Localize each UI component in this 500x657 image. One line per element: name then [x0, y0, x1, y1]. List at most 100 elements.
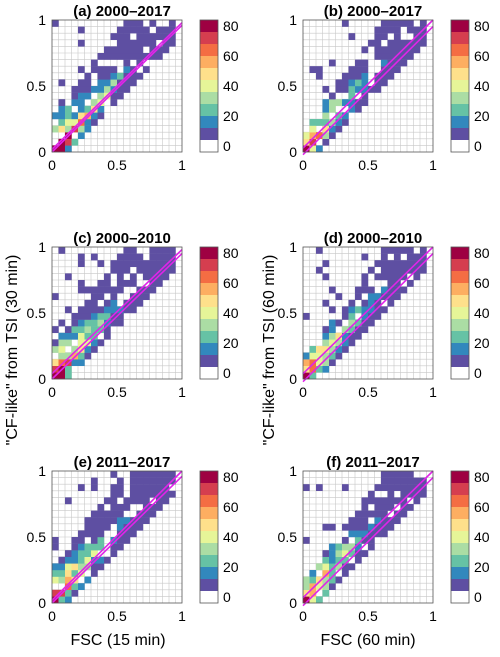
y-axis-label: "CF-like" from TSI (60 min)	[261, 255, 278, 446]
heatmap-cell	[348, 326, 356, 333]
heatmap-cell	[348, 79, 356, 87]
heatmap-cell	[303, 537, 310, 544]
heatmap-cell	[71, 346, 79, 353]
heatmap-cell	[368, 510, 375, 518]
x-tick-label: 0.5	[358, 384, 378, 400]
colorbar: 80 60 40 20 0	[199, 245, 239, 381]
heatmap-cell	[162, 260, 170, 267]
axes-frame	[51, 246, 183, 380]
heatmap-cell	[342, 556, 349, 564]
heatmap-cell	[143, 39, 150, 47]
y-tick-label: 0.5	[27, 78, 47, 94]
colorbar-segment	[451, 32, 469, 45]
heatmap-cell	[374, 484, 382, 491]
heatmap-cell	[78, 319, 85, 327]
heatmap-cell	[136, 53, 144, 60]
heatmap-cell	[97, 504, 105, 511]
heatmap-cell	[381, 471, 388, 478]
heatmap-cell	[65, 138, 72, 146]
heatmap-cell	[329, 550, 336, 557]
heatmap-cell	[78, 112, 85, 120]
fit-line	[51, 22, 183, 150]
heatmap-cell	[394, 266, 401, 274]
heatmap-cell	[335, 99, 343, 106]
heatmap-cell	[149, 286, 157, 294]
heatmap-cell	[329, 523, 336, 531]
heatmap-cell	[110, 266, 118, 274]
heatmap-cell	[335, 352, 343, 360]
heatmap-cell	[71, 119, 79, 126]
axes-frame	[51, 470, 183, 604]
heatmap-cell	[361, 72, 369, 80]
panel-title: (f) 2011–2017	[326, 454, 419, 471]
heatmap-cell	[110, 33, 118, 40]
heatmap-cell	[84, 286, 92, 294]
heatmap-cell	[348, 99, 356, 106]
heatmap-cell	[355, 79, 362, 87]
colorbar-segment	[200, 591, 218, 604]
heatmap-cell	[303, 576, 310, 584]
heatmap-cell	[394, 484, 401, 491]
heatmap-cell	[123, 266, 131, 274]
heatmap-cell	[143, 66, 150, 73]
y-tick-label: 0	[38, 144, 46, 160]
colorbar-segment	[451, 104, 469, 117]
heatmap-cell	[117, 253, 124, 261]
heatmap-cell	[110, 99, 118, 106]
heatmap-cell	[97, 523, 105, 531]
heatmap-cell	[335, 293, 343, 300]
heatmap-cell	[143, 510, 150, 518]
heatmap-cell	[342, 550, 349, 557]
heatmap-cell	[322, 125, 330, 133]
heatmap-cell	[387, 523, 395, 531]
heatmap-cell	[309, 365, 317, 373]
heatmap-cell	[130, 79, 137, 87]
heatmap-cell	[368, 313, 375, 320]
heatmap-cell	[110, 517, 118, 524]
heatmap-cell	[58, 352, 66, 360]
heatmap-cell	[91, 570, 98, 577]
heatmap-cell	[361, 319, 369, 327]
colorbar-tick-label: 40	[474, 78, 490, 94]
heatmap-cell	[130, 260, 137, 267]
heatmap-cell	[329, 346, 336, 353]
heatmap-cell	[117, 313, 124, 320]
heatmap-cell	[361, 99, 369, 106]
heatmap-cell	[71, 326, 79, 333]
colorbar-segment	[451, 591, 469, 604]
heatmap-cell	[71, 543, 79, 551]
heatmap-cell	[348, 92, 356, 100]
heatmap-cells	[303, 471, 427, 604]
heatmap-cell	[91, 326, 98, 333]
heatmap-cell	[143, 26, 150, 34]
heatmap-cell	[322, 550, 330, 557]
heatmap-cell	[329, 570, 336, 577]
colorbar-tick-label: 40	[223, 529, 239, 545]
heatmap-cell	[52, 359, 59, 366]
heatmap-cell	[143, 293, 150, 300]
heatmap-cell	[322, 576, 330, 584]
heatmap-cell	[117, 72, 124, 80]
colorbar-segment	[451, 247, 469, 260]
heatmap-cell	[169, 33, 176, 40]
heatmap-cell	[58, 145, 66, 153]
heatmap-cell	[322, 365, 330, 373]
heatmap-cell	[322, 359, 330, 366]
axes-frame	[302, 470, 434, 604]
heatmap-cell	[374, 530, 382, 538]
heatmap-cell	[97, 530, 105, 538]
heatmap-cell	[136, 299, 144, 307]
heatmap-panel: 0 0.5 1 0 0.5 1 80 60 40 20 0	[278, 239, 490, 400]
heatmap-cell	[123, 253, 131, 261]
heatmap-cell	[136, 33, 144, 40]
heatmap-cell	[361, 504, 369, 511]
heatmap-cell	[374, 26, 382, 34]
heatmap-cell	[361, 66, 369, 73]
colorbar-frame	[199, 246, 219, 380]
heatmap-cell	[84, 299, 92, 307]
colorbar-tick-label: 60	[223, 48, 239, 64]
colorbar-segment	[451, 128, 469, 141]
colorbar-segment	[200, 307, 218, 320]
heatmap-cell	[104, 326, 111, 333]
heatmap-cell	[387, 266, 395, 274]
